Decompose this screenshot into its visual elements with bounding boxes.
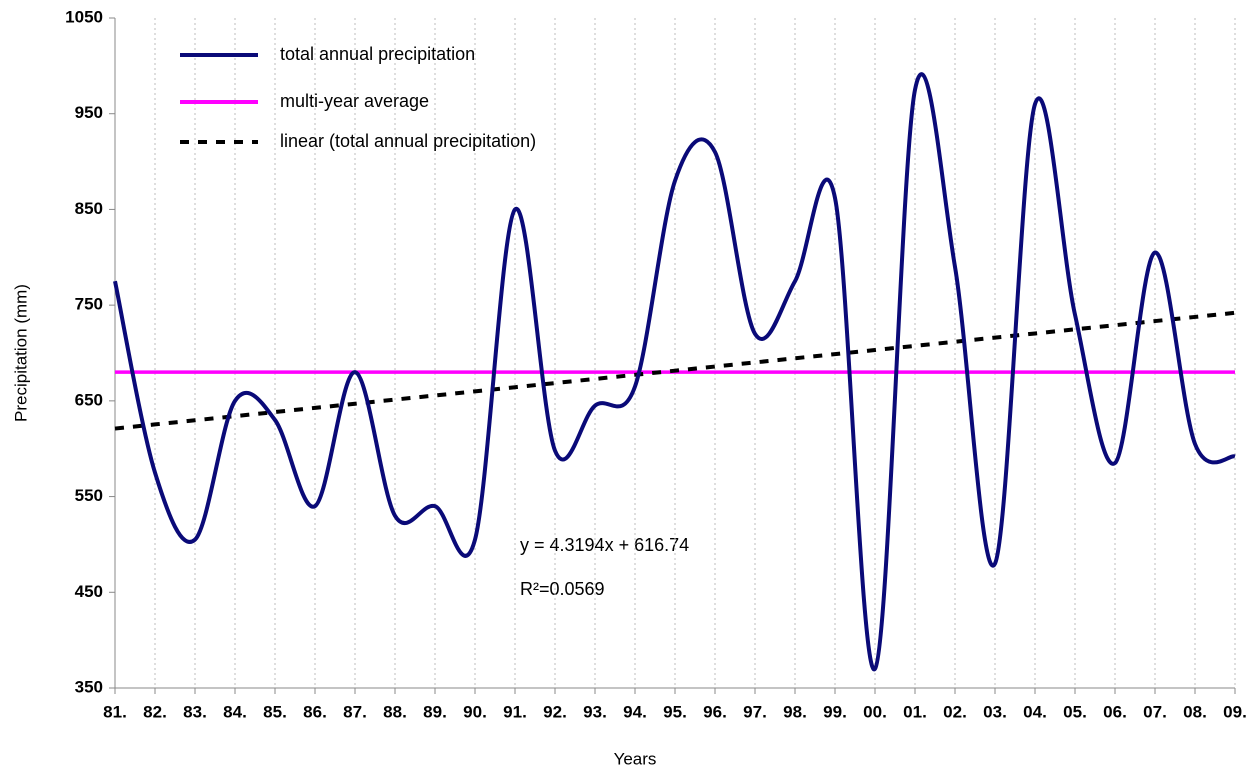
x-tick-label: 90. xyxy=(463,702,487,721)
x-tick-label: 94. xyxy=(623,702,647,721)
x-tick-label: 96. xyxy=(703,702,727,721)
x-tick-label: 03. xyxy=(983,702,1007,721)
series-line xyxy=(113,72,1236,671)
x-tick-label: 97. xyxy=(743,702,767,721)
x-tick-label: 83. xyxy=(183,702,207,721)
y-tick-label: 1050 xyxy=(65,7,103,26)
x-tick-label: 93. xyxy=(583,702,607,721)
x-tick-label: 05. xyxy=(1063,702,1087,721)
legend-label: multi-year average xyxy=(280,91,429,111)
x-tick-label: 89. xyxy=(423,702,447,721)
x-tick-label: 07. xyxy=(1143,702,1167,721)
x-tick-label: 91. xyxy=(503,702,527,721)
y-tick-label: 550 xyxy=(75,486,103,505)
x-tick-label: 84. xyxy=(223,702,247,721)
x-tick-label: 81. xyxy=(103,702,127,721)
series-line xyxy=(114,310,1236,431)
x-tick-label: 95. xyxy=(663,702,687,721)
x-axis-title: Years xyxy=(614,749,657,768)
x-tick-label: 09. xyxy=(1223,702,1247,721)
equation: y = 4.3194x + 616.74 xyxy=(520,535,689,555)
x-tick-label: 08. xyxy=(1183,702,1207,721)
y-axis-title: Precipitation (mm) xyxy=(11,284,30,422)
x-tick-label: 06. xyxy=(1103,702,1127,721)
x-tick-label: 88. xyxy=(383,702,407,721)
x-tick-label: 87. xyxy=(343,702,367,721)
y-tick-label: 650 xyxy=(75,390,103,409)
x-tick-label: 92. xyxy=(543,702,567,721)
x-tick-label: 04. xyxy=(1023,702,1047,721)
y-tick-label: 750 xyxy=(75,295,103,314)
y-tick-label: 450 xyxy=(75,582,103,601)
y-tick-label: 350 xyxy=(75,677,103,696)
y-tick-label: 850 xyxy=(75,199,103,218)
y-tick-label: 950 xyxy=(75,103,103,122)
x-tick-label: 99. xyxy=(823,702,847,721)
legend-label: total annual precipitation xyxy=(280,44,475,64)
x-tick-label: 82. xyxy=(143,702,167,721)
r-squared: R²=0.0569 xyxy=(520,579,605,599)
x-tick-label: 98. xyxy=(783,702,807,721)
x-tick-label: 02. xyxy=(943,702,967,721)
x-tick-label: 00. xyxy=(863,702,887,721)
x-tick-label: 85. xyxy=(263,702,287,721)
x-tick-label: 86. xyxy=(303,702,327,721)
x-tick-label: 01. xyxy=(903,702,927,721)
legend-label: linear (total annual precipitation) xyxy=(280,131,536,151)
